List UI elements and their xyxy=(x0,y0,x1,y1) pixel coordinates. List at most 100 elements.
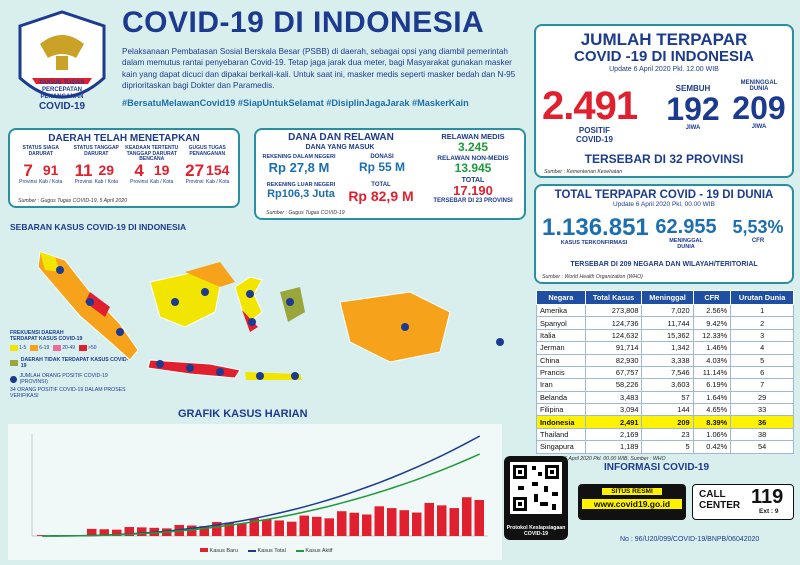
daily-bar xyxy=(87,528,97,536)
island-kalimantan-north xyxy=(185,262,235,287)
marker-swatch xyxy=(10,375,17,383)
table-cell: 36 xyxy=(730,415,794,429)
table-cell: 23 xyxy=(641,427,694,442)
table-row: Belanda 3,483 57 1.64% 29 xyxy=(536,390,794,405)
spread-provinces: TERSEBAR DI 32 PROVINSI xyxy=(584,152,744,166)
daily-bar xyxy=(462,497,472,536)
incoming-title: DANA YANG MASUK xyxy=(305,144,375,151)
funds-source: Sumber : Gugus Tugas COVID-19 xyxy=(266,210,345,216)
table-cell: 1 xyxy=(730,303,794,318)
table-row: Indonesia 2,491 209 8.39% 36 xyxy=(536,415,794,429)
daily-bar xyxy=(312,516,322,536)
protocol-qr-card[interactable]: Protokol Kesiapsiagaan COVID-19 xyxy=(504,456,568,540)
footer-doc-number: No : 96/U20/099/COVID-19/BNPB/06042020 xyxy=(620,536,760,543)
hashtags: #BersatuMelawanCovid19 #SiapUntukSelamat… xyxy=(122,98,469,108)
volunteers-block: RELAWAN MEDIS 3.245 RELAWAN NON-MEDIS 13… xyxy=(424,132,522,204)
call-label: CALL xyxy=(699,489,726,500)
map-legend-item: >50 xyxy=(79,345,97,351)
daily-bar xyxy=(337,511,347,536)
regions-title: DAERAH TELAH MENETAPKAN xyxy=(48,133,200,144)
table-cell: 0.42% xyxy=(692,440,732,454)
daily-bar xyxy=(424,502,434,536)
foreign-block: REKENING LUAR NEGERI Rp106,3 Juta xyxy=(260,182,342,200)
table-footnote: Update Tgl. 6 April 2020 Pkl. 00.00 WIB,… xyxy=(536,455,666,462)
table-cell: 1.46% xyxy=(692,341,732,355)
island-papua xyxy=(339,291,451,363)
table-cell: 54 xyxy=(730,440,794,454)
world-deaths-block: 62.955 MENINGGAL DUNIA xyxy=(650,216,722,250)
table-cell: Iran xyxy=(536,378,586,392)
national-subtitle: COVID -19 DI INDONESIA xyxy=(573,48,755,65)
intro-text: Pelaksanaan Pembatasan Sosial Berskala B… xyxy=(122,47,516,91)
regions-list: STATUS SIAGA DARURAT 7 Provinsi 91 Kab / Kot… xyxy=(10,145,238,185)
deaths-block: MENINGGAL DUNIA 209 JIWA xyxy=(728,80,790,130)
table-header-cell: CFR xyxy=(692,290,732,305)
table-row: Singapura 1,189 5 0.42% 54 xyxy=(536,440,794,454)
region-status-item: GUGUS TUGAS PENANGANAN 27 Provinsi 154 Kab /… xyxy=(185,145,230,185)
table-cell: 3 xyxy=(730,328,794,343)
table-cell: 1.06% xyxy=(692,427,732,442)
table-cell: Belanda xyxy=(536,390,586,405)
volunteers-total: 17.190 xyxy=(453,183,493,198)
daily-chart-title: GRAFIK KASUS HARIAN xyxy=(178,408,308,420)
table-cell: Amerika xyxy=(536,303,586,318)
world-cfr: 5,53% xyxy=(732,217,784,237)
table-cell: 209 xyxy=(641,415,694,429)
daily-bar xyxy=(224,522,234,536)
daily-bar xyxy=(249,518,259,536)
funds-title: DANA DAN RELAWAN xyxy=(288,132,394,143)
table-cell: 58,226 xyxy=(584,378,643,392)
daily-bar xyxy=(112,529,122,536)
domestic-block: REKENING DALAM NEGERI Rp 27,8 M xyxy=(260,154,338,175)
world-cases-card: TOTAL TERPAPAR COVID - 19 DI DUNIA Updat… xyxy=(534,184,794,284)
info-title: INFORMASI COVID-19 xyxy=(604,462,710,473)
recovered-count: 192 xyxy=(666,91,720,127)
daily-bar xyxy=(399,510,409,536)
table-cell: 8.39% xyxy=(692,415,732,429)
national-cases-card: JUMLAH TERPAPAR COVID -19 DI INDONESIA U… xyxy=(534,24,794,178)
no-case-swatch xyxy=(10,360,18,366)
recovered-block: SEMBUH 192 JIWA xyxy=(664,84,722,131)
daily-bar xyxy=(412,512,422,536)
table-cell: 1,189 xyxy=(584,440,643,454)
daily-legend: Kasus Baru Kasus Total Kasus Aktif xyxy=(200,548,333,554)
table-cell: 67,757 xyxy=(584,365,643,380)
daily-bar xyxy=(237,523,247,536)
table-cell: 11.14% xyxy=(692,365,732,380)
positive-label-2: COVID-19 xyxy=(576,135,613,144)
site-label: SITUS RESMI xyxy=(602,488,662,495)
table-cell: 6.19% xyxy=(692,378,732,392)
world-deaths: 62.955 xyxy=(655,216,717,238)
medical-volunteers: 3.245 xyxy=(457,140,489,154)
daily-bar xyxy=(324,518,334,536)
daily-bar xyxy=(362,514,372,536)
official-site-link[interactable]: SITUS RESMI www.covid19.go.id xyxy=(578,484,686,520)
funds-total-block: TOTAL Rp 82,9 M xyxy=(340,182,422,204)
table-cell: 124,736 xyxy=(584,316,643,330)
regions-card: DAERAH TELAH MENETAPKAN STATUS SIAGA DAR… xyxy=(8,128,240,208)
national-title: JUMLAH TERPAPAR xyxy=(580,30,748,49)
map-legend-item: 6-19 xyxy=(30,345,49,351)
call-center[interactable]: CALL CENTER 119 Ext : 9 xyxy=(692,484,794,520)
map-title: SEBARAN KASUS COVID-19 DI INDONESIA xyxy=(10,222,187,232)
table-cell: 144 xyxy=(641,402,694,417)
call-ext: Ext : 9 xyxy=(759,508,779,515)
domestic-value: Rp 27,8 M xyxy=(268,160,330,175)
island-sulawesi xyxy=(234,276,263,323)
table-cell: 57 xyxy=(641,390,694,405)
world-update: Update 6 April 2020 Pkl. 00.00 WIB xyxy=(613,201,715,208)
map-legend-item: 1-5 xyxy=(10,345,26,351)
table-cell: 124,632 xyxy=(584,328,643,343)
world-spread: TERSEBAR DI 209 NEGARA DAN WILAYAH/TERIT… xyxy=(570,261,758,268)
protocol-label-2: COVID-19 xyxy=(524,531,548,537)
daily-bar xyxy=(187,525,197,536)
table-cell: 273,808 xyxy=(584,303,643,318)
world-title: TOTAL TERPAPAR COVID - 19 DI DUNIA xyxy=(554,189,774,201)
region-status-item: STATUS TANGGAP DARURAT 11 Provinsi 29 Kab / … xyxy=(73,145,119,185)
deaths-count: 209 xyxy=(732,90,786,126)
gugus-tugas-logo xyxy=(14,8,110,120)
table-cell: 1.64% xyxy=(692,390,732,405)
table-row: China 82,930 3,338 4.03% 5 xyxy=(536,353,794,367)
table-cell: Singapura xyxy=(536,440,586,454)
table-cell: Prancis xyxy=(536,365,586,380)
